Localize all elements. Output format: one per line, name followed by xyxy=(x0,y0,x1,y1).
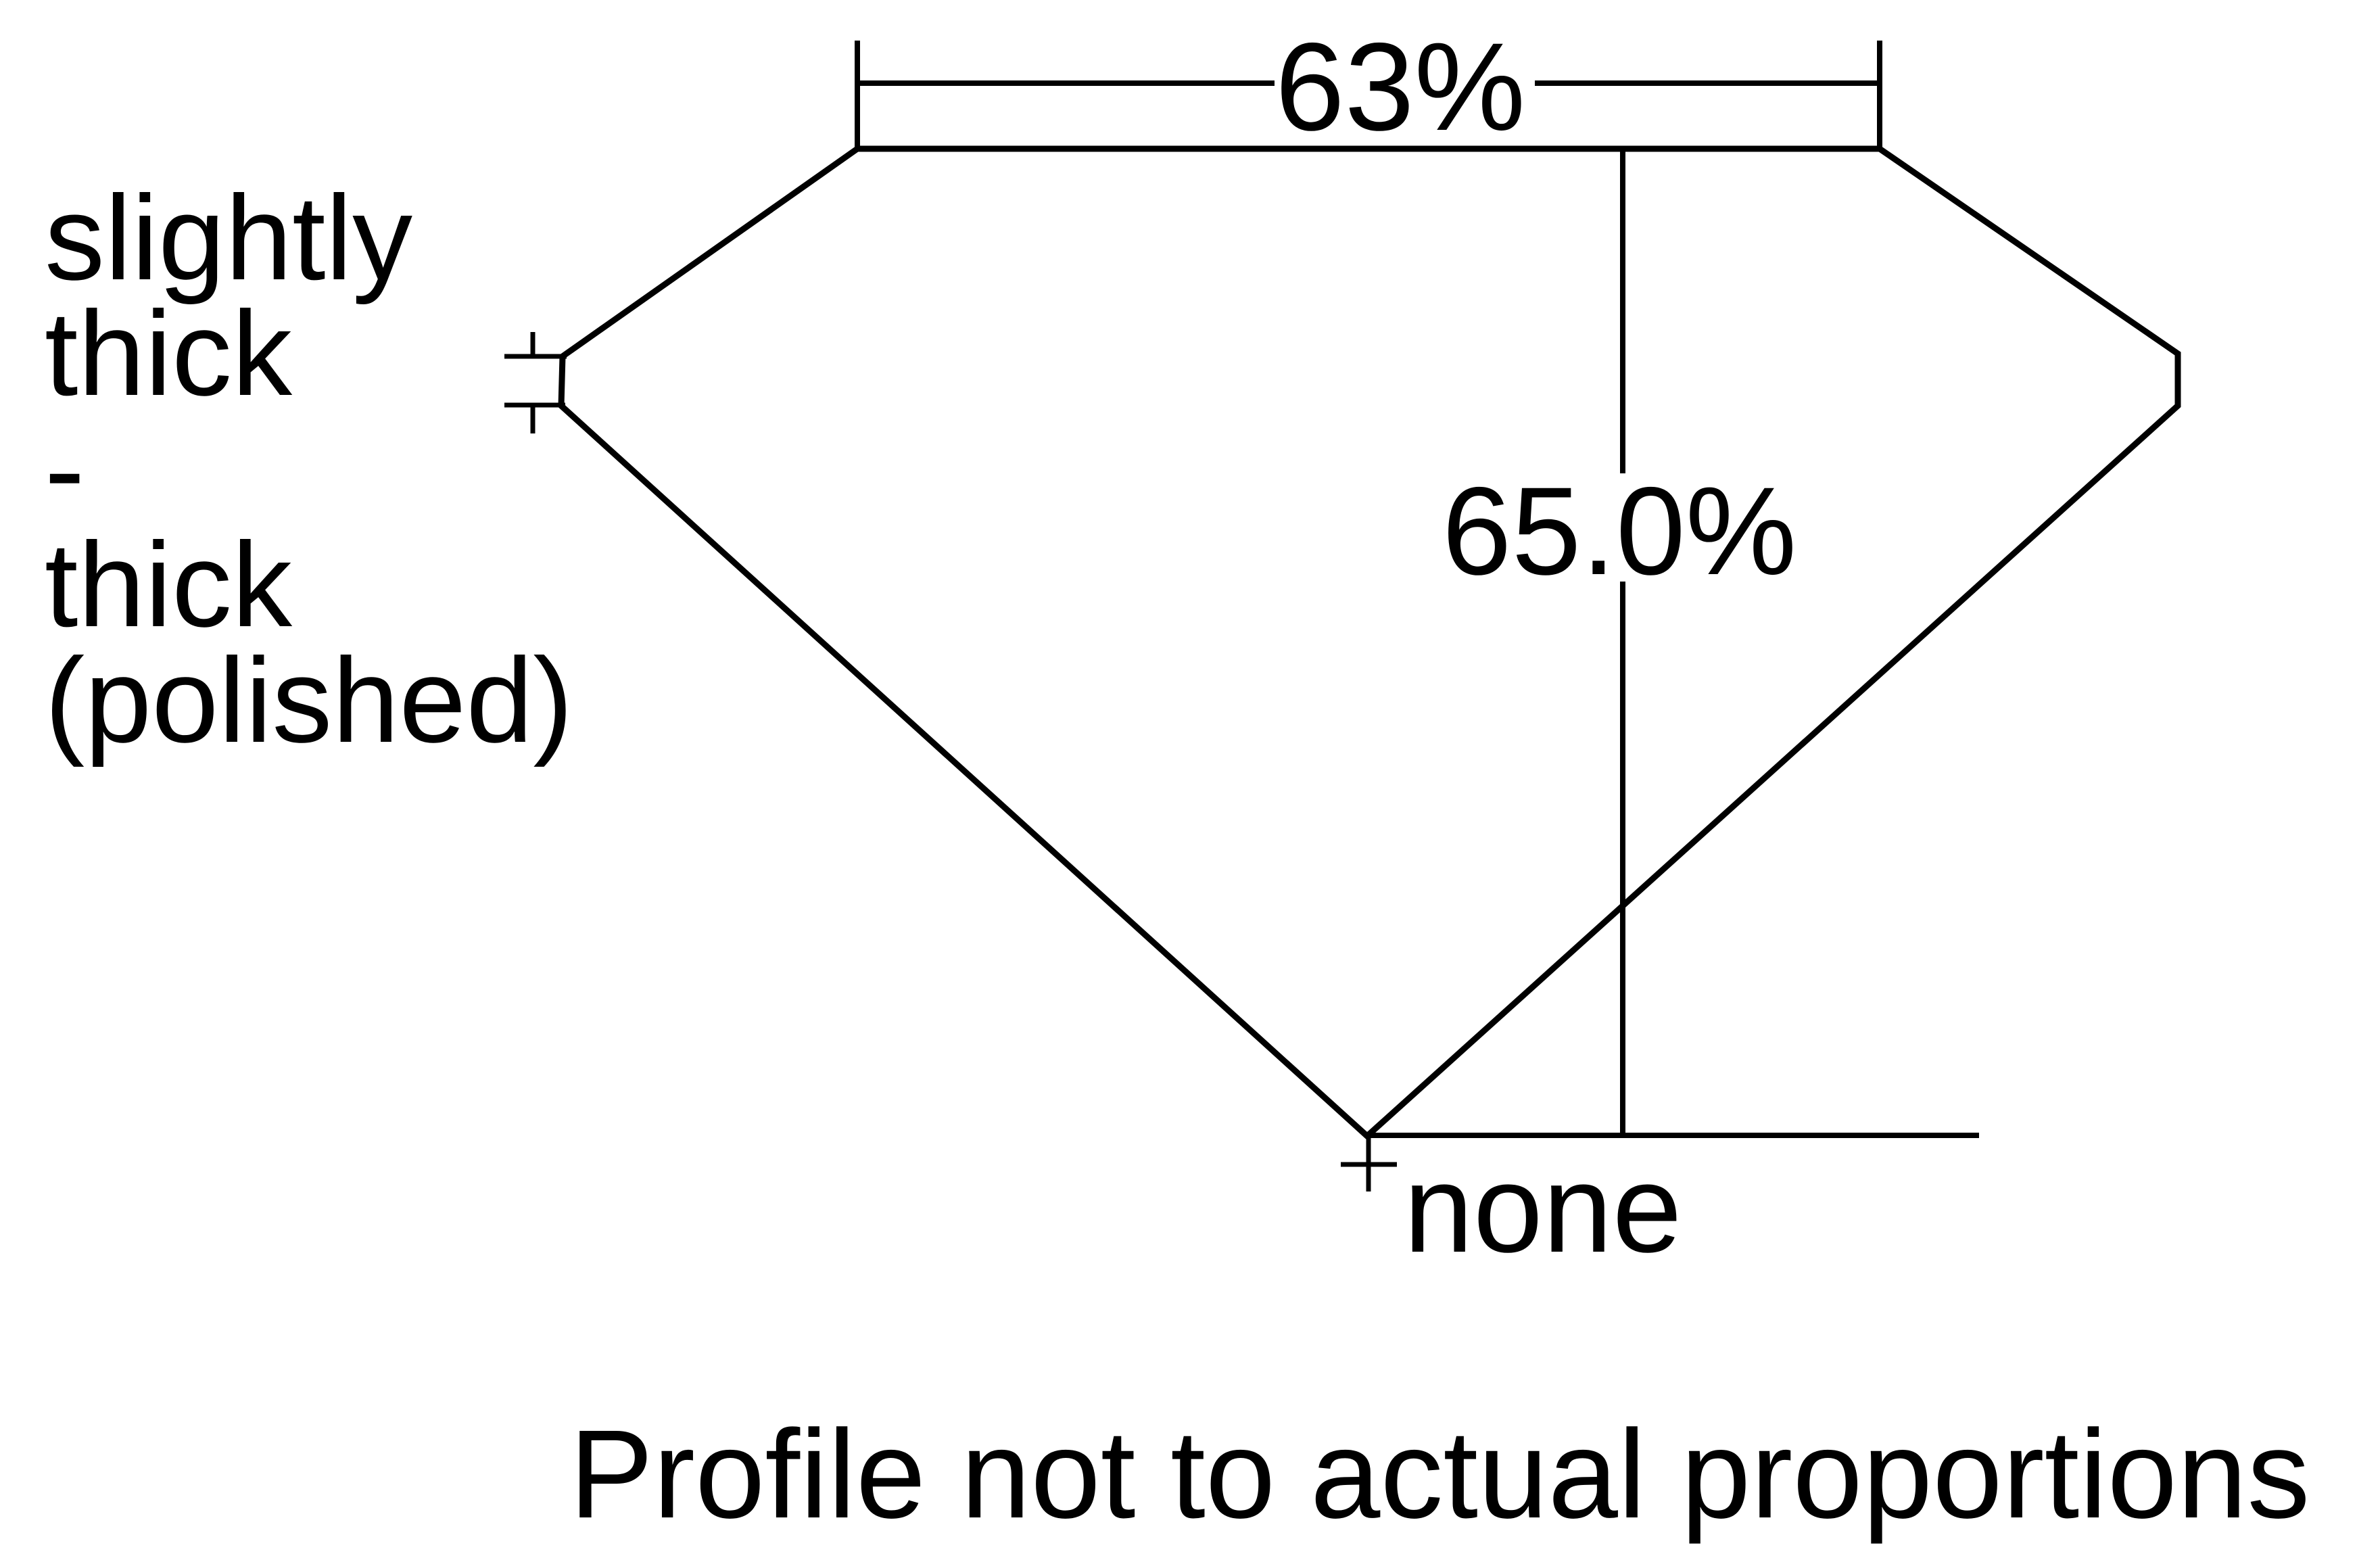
table-percent-label: 63% xyxy=(1275,18,1525,157)
table-dimension-bracket xyxy=(855,41,1882,150)
culet-cross-marker xyxy=(1341,1136,1397,1191)
girdle-thickness-ticks xyxy=(504,332,567,433)
culet-label: none xyxy=(1404,1139,1682,1279)
girdle-label-line-4: thick xyxy=(45,517,293,652)
depth-percent-label: 65.0% xyxy=(1442,462,1797,601)
diamond-outline xyxy=(558,145,2181,1141)
girdle-label-line-5: (polished) xyxy=(45,633,573,768)
diagram-labels: 63% 65.0% none slightly thick - thick (p… xyxy=(45,18,2310,1544)
diagram-lines xyxy=(504,41,2181,1191)
caption: Profile not to actual proportions xyxy=(569,1404,2310,1544)
girdle-label-line-3: - xyxy=(45,402,85,536)
girdle-label-line-1: slightly xyxy=(45,170,412,305)
girdle-thickness-label: slightly thick - thick (polished) xyxy=(45,170,573,768)
girdle-label-line-2: thick xyxy=(45,286,293,421)
